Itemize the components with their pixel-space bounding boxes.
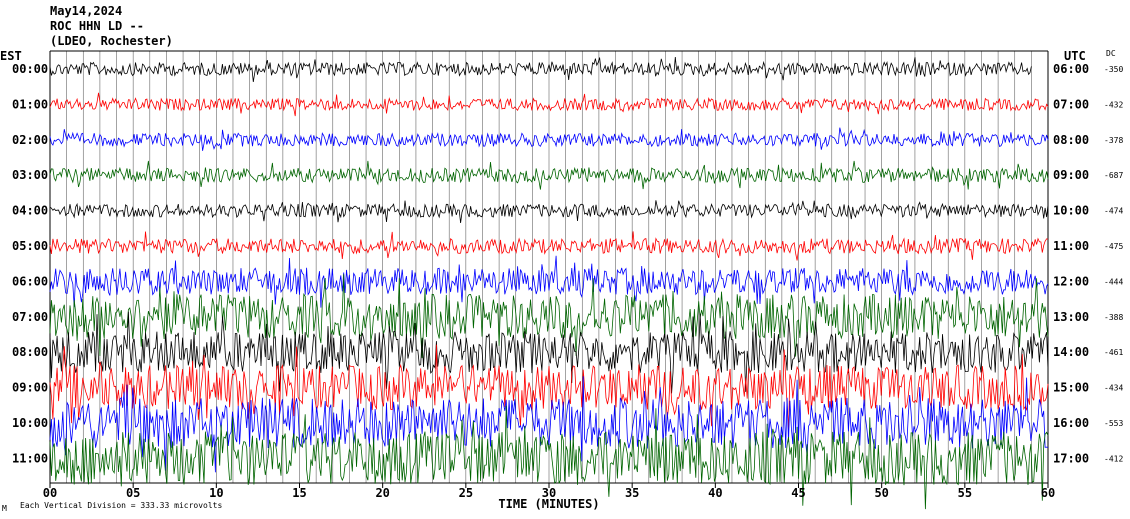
trace-0800	[49, 311, 1049, 394]
trace-0100	[49, 92, 1049, 117]
est-hour-label: 03:00	[12, 168, 48, 182]
utc-hour-label: 08:00	[1053, 133, 1089, 147]
utc-hour-label: 07:00	[1053, 97, 1089, 111]
utc-hour-label: 12:00	[1053, 274, 1089, 288]
x-tick-label: 40	[708, 486, 722, 500]
dc-offset-value: -444	[1104, 277, 1123, 286]
utc-hour-label: 16:00	[1053, 416, 1089, 430]
x-tick-label: 15	[292, 486, 306, 500]
utc-hour-label: 14:00	[1053, 345, 1089, 359]
dc-offset-value: -432	[1104, 100, 1123, 109]
x-tick-label: 35	[625, 486, 639, 500]
est-axis-label: EST	[0, 49, 22, 63]
x-tick-label: 05	[126, 486, 140, 500]
trace-0700	[49, 274, 1049, 359]
trace-0000	[49, 56, 1032, 83]
est-hour-label: 05:00	[12, 239, 48, 253]
dc-offset-value: -687	[1104, 171, 1123, 180]
trace-1100	[49, 405, 1049, 510]
utc-hour-label: 11:00	[1053, 239, 1089, 253]
trace-0200	[49, 127, 1049, 151]
plot-date: May14,2024	[50, 4, 123, 18]
x-axis-title: TIME (MINUTES)	[498, 497, 599, 511]
trace-0400	[49, 200, 1049, 224]
dc-offset-value: -474	[1104, 207, 1123, 216]
trace-0900	[49, 344, 1049, 431]
vertical-division-note: Each Vertical Division = 333.33 microvol…	[20, 501, 223, 510]
dc-offset-value: -412	[1104, 454, 1123, 463]
utc-hour-label: 10:00	[1053, 204, 1089, 218]
est-hour-label: 11:00	[12, 451, 48, 465]
dc-offset-value: -475	[1104, 242, 1123, 251]
est-hour-label: 02:00	[12, 133, 48, 147]
dc-offset-value: -388	[1104, 313, 1123, 322]
trace-1000	[49, 376, 1049, 473]
dc-offset-value: -378	[1104, 136, 1123, 145]
footer-marker: M	[2, 504, 7, 513]
x-tick-label: 50	[874, 486, 888, 500]
x-tick-label: 10	[209, 486, 223, 500]
est-hour-label: 00:00	[12, 62, 48, 76]
x-tick-label: 25	[459, 486, 473, 500]
x-tick-label: 20	[375, 486, 389, 500]
est-hour-label: 10:00	[12, 416, 48, 430]
dc-offset-value: -553	[1104, 419, 1123, 428]
est-hour-label: 09:00	[12, 381, 48, 395]
x-tick-label: 30	[542, 486, 556, 500]
x-tick-label: 55	[958, 486, 972, 500]
x-tick-label: 00	[43, 486, 57, 500]
plot-location: (LDEO, Rochester)	[50, 34, 173, 48]
dc-offset-value: -461	[1104, 348, 1123, 357]
utc-hour-label: 09:00	[1053, 168, 1089, 182]
x-tick-label: 45	[791, 486, 805, 500]
trace-0300	[49, 160, 1049, 190]
est-hour-label: 06:00	[12, 274, 48, 288]
est-hour-label: 08:00	[12, 345, 48, 359]
utc-axis-label: UTC	[1064, 49, 1086, 63]
trace-0500	[49, 231, 1049, 261]
est-hour-label: 01:00	[12, 97, 48, 111]
dc-column-label: DC	[1106, 49, 1116, 58]
utc-hour-label: 06:00	[1053, 62, 1089, 76]
dc-offset-value: -350	[1104, 65, 1123, 74]
trace-0600	[49, 255, 1049, 308]
utc-hour-label: 15:00	[1053, 381, 1089, 395]
est-hour-label: 07:00	[12, 310, 48, 324]
plot-station: ROC HHN LD --	[50, 19, 144, 33]
x-tick-label: 60	[1041, 486, 1055, 500]
utc-hour-label: 13:00	[1053, 310, 1089, 324]
dc-offset-value: -434	[1104, 384, 1123, 393]
est-hour-label: 04:00	[12, 204, 48, 218]
utc-hour-label: 17:00	[1053, 451, 1089, 465]
